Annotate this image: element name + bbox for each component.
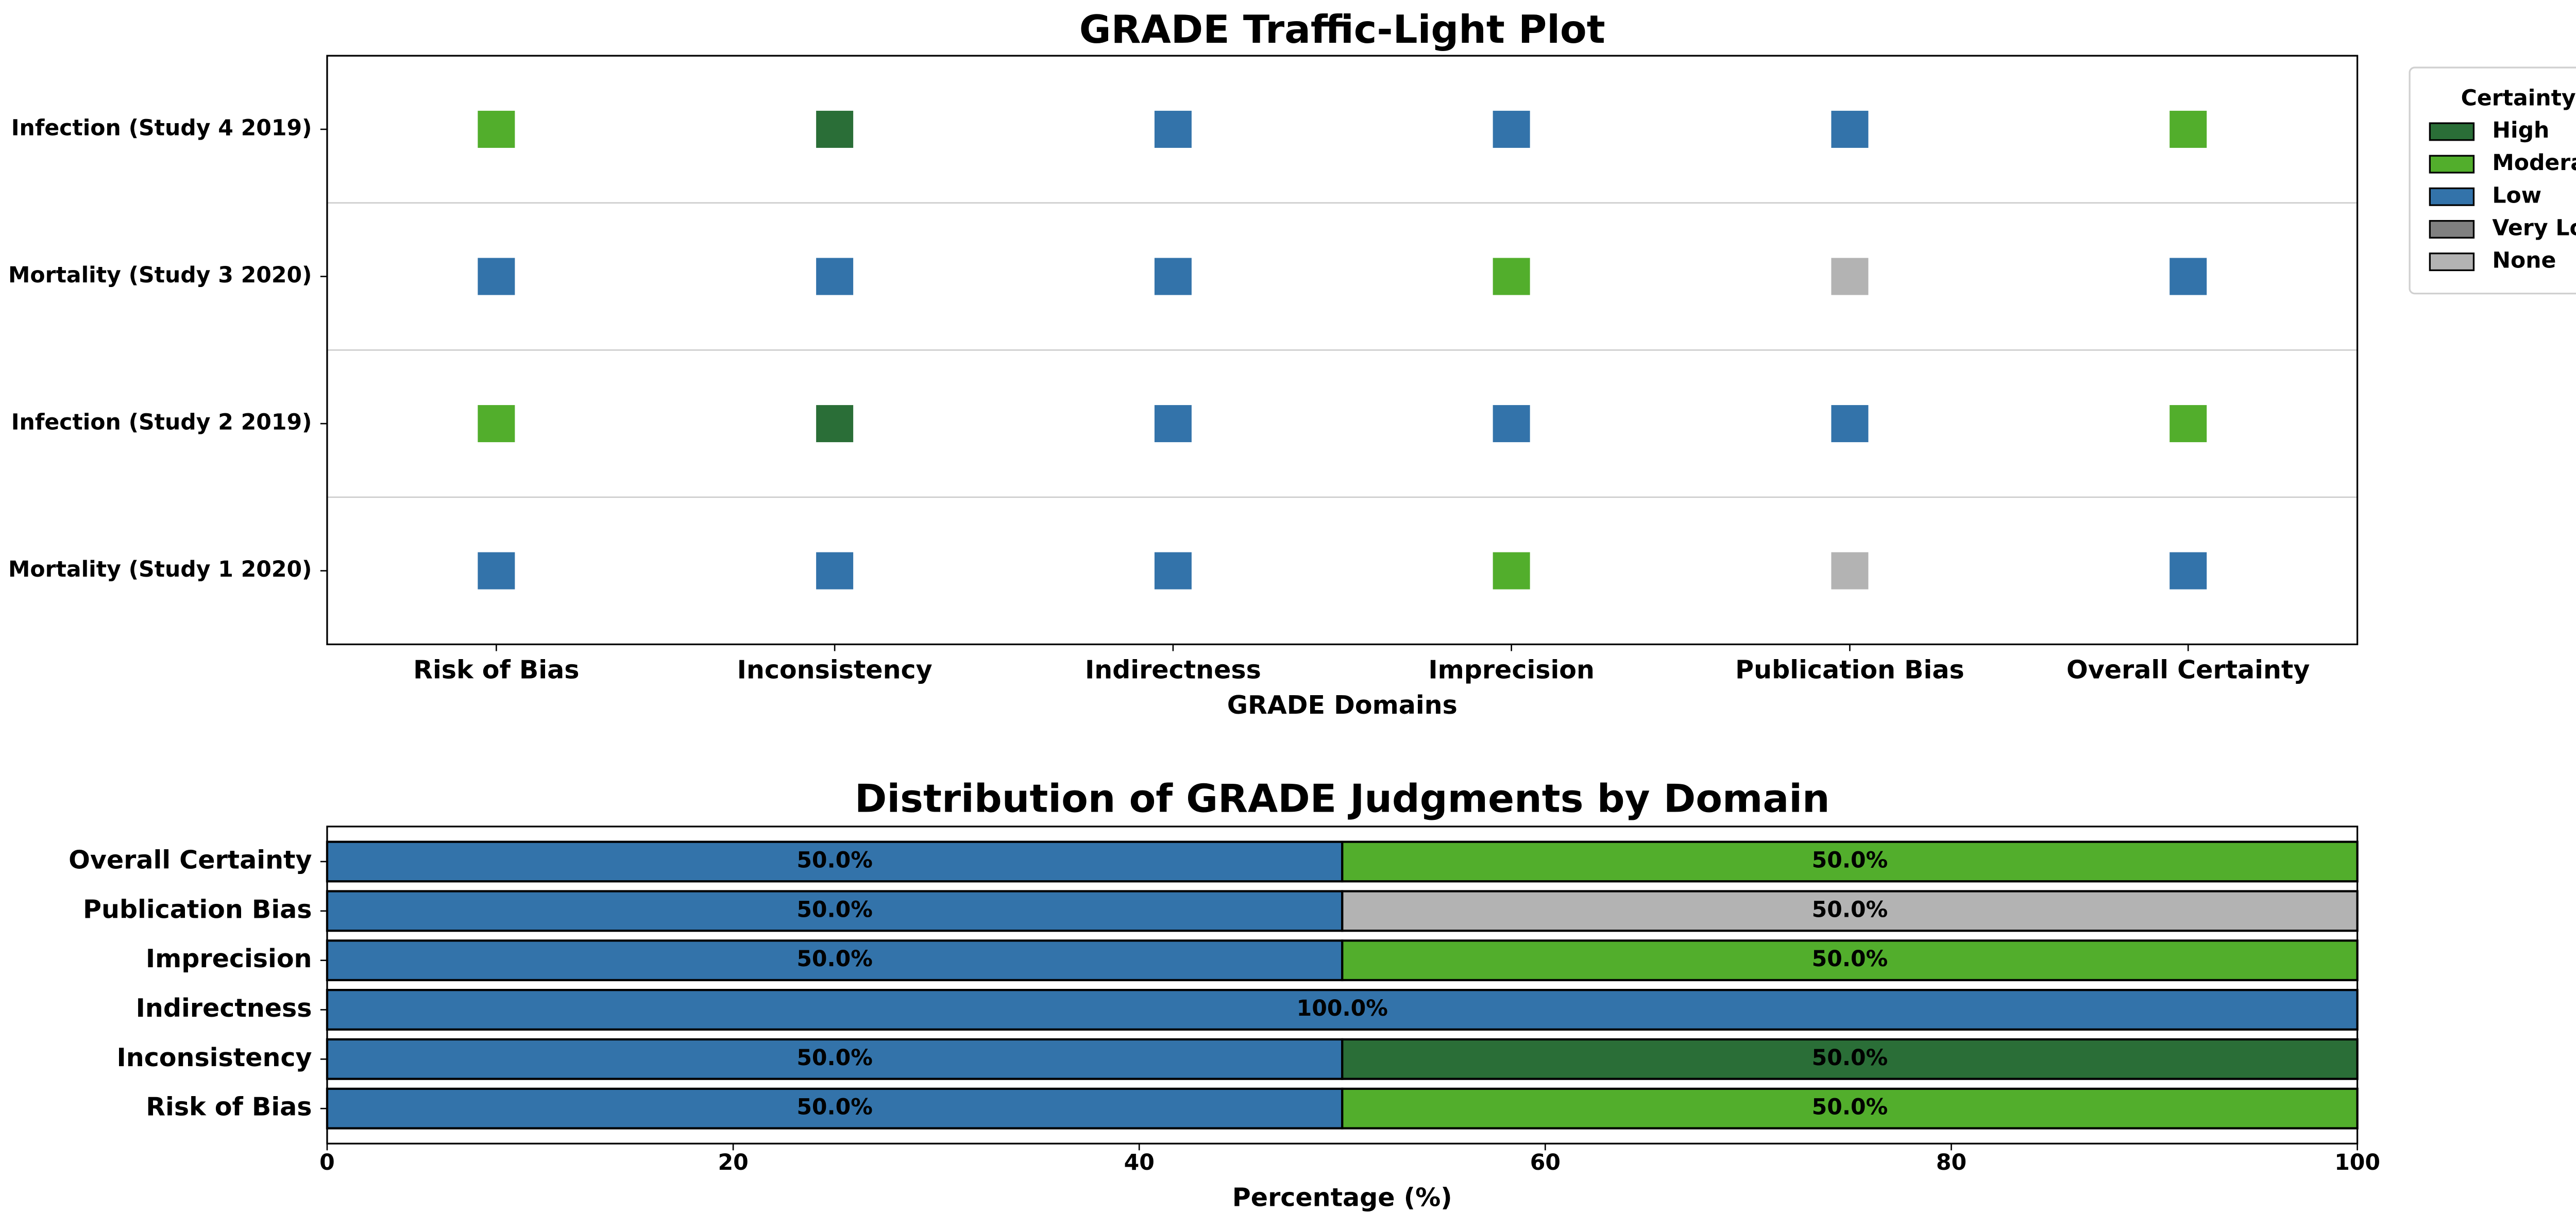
y-tick-label: Infection (Study 4 2019) — [11, 115, 312, 141]
cell — [1831, 258, 1869, 295]
y-tick-label: Publication Bias — [83, 894, 312, 924]
x-tick-label: Indirectness — [1085, 654, 1261, 684]
y-tick-label: Indirectness — [136, 993, 312, 1023]
bar-segment — [1341, 1038, 2359, 1080]
x-tick-label: Inconsistency — [737, 654, 933, 684]
cell — [816, 110, 854, 148]
legend-swatch — [2429, 122, 2475, 141]
legend-label: Moderate — [2492, 150, 2576, 176]
x-tick-label: 0 — [319, 1150, 335, 1175]
legend-label: Very Low — [2492, 215, 2576, 241]
cell — [1831, 552, 1869, 590]
value-label: 50.0% — [796, 848, 873, 873]
x-axis-label: Percentage (%) — [1232, 1183, 1452, 1213]
value-label: 50.0% — [796, 1095, 873, 1120]
value-label: 50.0% — [1812, 1095, 1888, 1120]
cell — [478, 258, 515, 295]
cell — [1154, 405, 1192, 443]
y-tick-label: Overall Certainty — [69, 845, 312, 874]
x-axis-label: GRADE Domains — [1227, 690, 1458, 720]
cell — [1831, 110, 1869, 148]
value-label: 50.0% — [1812, 1046, 1888, 1071]
cell — [1831, 405, 1869, 443]
cell — [816, 405, 854, 443]
value-label: 50.0% — [1812, 947, 1888, 972]
cell — [1493, 405, 1530, 443]
cell — [1493, 110, 1530, 148]
cell — [2170, 258, 2207, 295]
legend-label: High — [2492, 118, 2549, 143]
x-tick-label: 20 — [718, 1150, 748, 1175]
y-tick-label: Inconsistency — [117, 1042, 312, 1072]
legend-swatch — [2429, 253, 2475, 272]
cell — [816, 552, 854, 590]
chart-title: Distribution of GRADE Judgments by Domai… — [855, 776, 1830, 821]
value-label: 50.0% — [796, 1046, 873, 1071]
cell — [478, 552, 515, 590]
cell — [1154, 258, 1192, 295]
legend-swatch — [2429, 155, 2475, 174]
y-tick-label: Mortality (Study 1 2020) — [8, 557, 312, 582]
x-tick-label: 80 — [1936, 1150, 1967, 1175]
x-tick-label: 40 — [1124, 1150, 1155, 1175]
legend-swatch — [2429, 187, 2475, 206]
cell — [1493, 258, 1530, 295]
x-tick-label: 100 — [2334, 1150, 2380, 1175]
value-label: 50.0% — [1812, 848, 1888, 873]
cell — [478, 110, 515, 148]
cell — [816, 258, 854, 295]
cell — [2170, 110, 2207, 148]
cell — [2170, 552, 2207, 590]
y-tick-label: Risk of Bias — [146, 1092, 312, 1122]
legend-label: None — [2492, 248, 2556, 274]
value-label: 50.0% — [1812, 897, 1888, 922]
value-label: 50.0% — [796, 947, 873, 972]
value-label: 50.0% — [796, 897, 873, 922]
plot-frame — [326, 826, 2359, 1145]
value-label: 100.0% — [1297, 996, 1388, 1021]
bar-segment — [326, 1038, 1344, 1080]
bar-segment — [1341, 840, 2359, 883]
x-tick-label: Imprecision — [1428, 654, 1595, 684]
bar-segment — [326, 939, 1344, 982]
y-tick-label: Mortality (Study 3 2020) — [8, 263, 312, 288]
cell — [1493, 552, 1530, 590]
y-tick-label: Infection (Study 2 2019) — [11, 410, 312, 435]
bar-segment — [326, 989, 2359, 1031]
plot-frame — [326, 55, 2359, 646]
cell — [478, 405, 515, 443]
legend-swatch — [2429, 220, 2475, 239]
cell — [2170, 405, 2207, 443]
bar-segment — [326, 890, 1344, 932]
y-tick-label: Imprecision — [146, 944, 312, 973]
x-tick-label: Overall Certainty — [2066, 654, 2310, 684]
cell — [1154, 110, 1192, 148]
legend-label: Low — [2492, 183, 2541, 208]
cell — [1154, 552, 1192, 590]
x-tick-label: 60 — [1530, 1150, 1561, 1175]
x-tick-label: Risk of Bias — [413, 654, 579, 684]
chart-title: GRADE Traffic-Light Plot — [1079, 7, 1605, 52]
x-tick-label: Publication Bias — [1735, 654, 1964, 684]
legend-title: Certainty — [2461, 86, 2576, 111]
